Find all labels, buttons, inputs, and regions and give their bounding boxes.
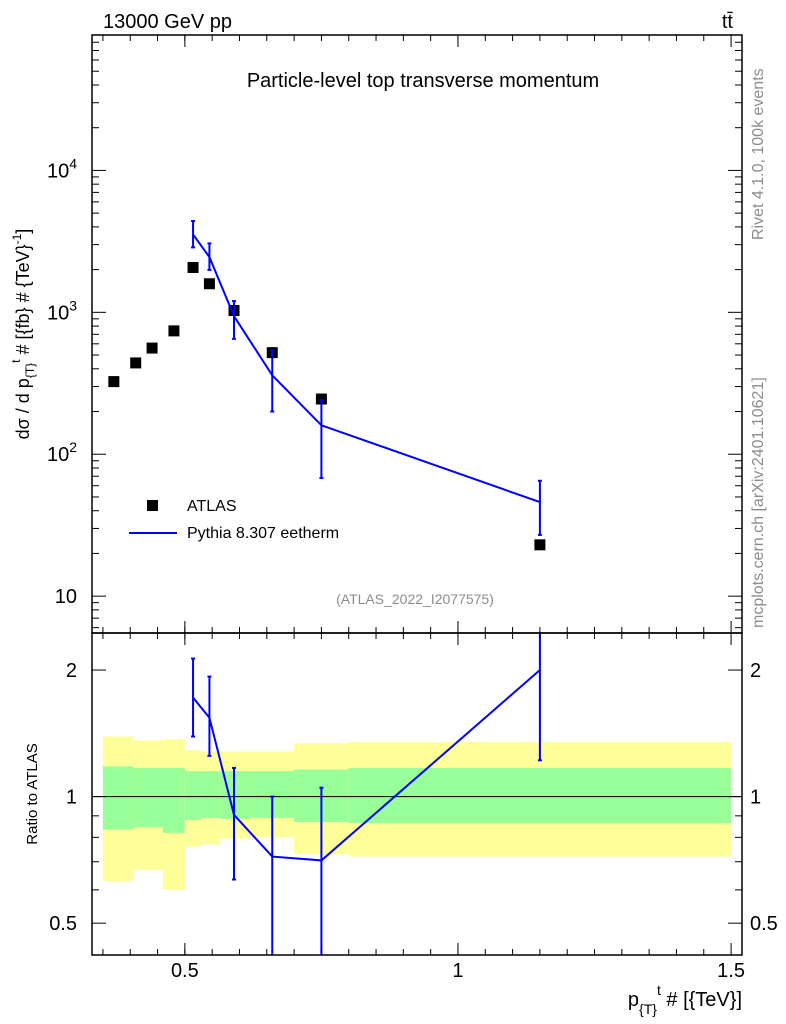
main-frame xyxy=(91,34,743,634)
mcplots-text: mcplots.cern.ch [arXiv:2401.10621] xyxy=(750,377,767,628)
main-ytick-exp: 4 xyxy=(69,155,77,171)
atlas-point xyxy=(146,342,158,354)
chart-title: Particle-level top transverse momentum xyxy=(247,70,599,92)
ratio-frame xyxy=(91,632,743,956)
ratio-ytick-label: 2 xyxy=(66,660,77,682)
atlas-point xyxy=(108,376,120,388)
main-ytick-base: 10 xyxy=(47,160,69,182)
main-ytick-base: 10 xyxy=(47,302,69,324)
main-ylabel-text: dσ / d p xyxy=(13,378,33,439)
xtick-label: 1 xyxy=(452,960,463,982)
ratio-ytick-label-right: 1 xyxy=(750,787,761,809)
ratio-line xyxy=(192,669,541,862)
main-ytick-exp: 2 xyxy=(69,439,77,455)
main-ticks xyxy=(92,34,742,633)
ratio-tick-labels: 0.5 0.5 1 1 2 2 0.5 1 1.5 xyxy=(49,660,778,982)
rivet-version-text: Rivet 4.1.0, 100k events xyxy=(750,68,767,240)
main-ylabel: dσ / d p{T}t # [{fb} # {TeV}-1] xyxy=(9,229,37,440)
energy-label: 13000 GeV pp xyxy=(103,11,232,33)
main-ylabel-sub: {T} xyxy=(23,363,37,378)
xaxis-label-p: p xyxy=(628,989,639,1011)
ratio-ylabel: Ratio to ATLAS xyxy=(24,743,41,844)
ratio-band-inner xyxy=(102,766,133,830)
main-ytick-exp: 3 xyxy=(69,297,77,313)
ratio-band-inner xyxy=(163,767,185,833)
ratio-band-inner xyxy=(184,771,202,820)
ratio-ytick-label-right: 2 xyxy=(750,660,761,682)
ratio-bands xyxy=(102,736,732,890)
main-ytick-base: 10 xyxy=(55,586,77,608)
atlas-point xyxy=(187,261,199,273)
ratio-ytick-label: 1 xyxy=(66,787,77,809)
xtick-label: 1.5 xyxy=(717,960,745,982)
main-ytick-label: 10 xyxy=(55,586,77,608)
ratio-ytick-label-right: 0.5 xyxy=(750,913,778,935)
main-ylabel-sup: t xyxy=(9,359,23,363)
main-ytick-label: 102 xyxy=(47,439,77,466)
atlas-point xyxy=(203,278,215,290)
analysis-watermark: (ATLAS_2022_I2077575) xyxy=(336,591,494,607)
ratio-band-inner xyxy=(132,767,164,828)
legend: ATLAS Pythia 8.307 eetherm xyxy=(129,498,339,542)
main-ylabel-exp: -1 xyxy=(10,233,24,244)
main-ylabel-units: # [{fb} # {TeV} xyxy=(13,244,33,359)
main-ylabel-close: ] xyxy=(13,229,33,234)
main-series xyxy=(108,220,546,551)
atlas-point xyxy=(168,325,180,337)
ratio-band-inner xyxy=(348,767,732,824)
main-ytick-label: 104 xyxy=(47,155,77,182)
ratio-panel: 0.5 0.5 1 1 2 2 0.5 1 1.5 Ratio to ATLAS p{T}t #… xyxy=(24,632,778,1017)
ratio-ticks xyxy=(92,633,742,955)
atlas-point xyxy=(534,539,546,551)
atlas-point xyxy=(315,393,327,405)
xaxis-label-sup: t xyxy=(657,982,661,998)
process-label: tt̄ xyxy=(722,11,734,33)
pythia-line xyxy=(192,233,541,504)
xaxis-label-sub: {T} xyxy=(639,1001,657,1017)
xaxis-label-units: # [{TeV}] xyxy=(661,989,742,1011)
xaxis-label: p{T}t # [{TeV}] xyxy=(628,982,742,1017)
xtick-label: 0.5 xyxy=(171,960,199,982)
main-ytick-base: 10 xyxy=(47,444,69,466)
legend-pythia-label: Pythia 8.307 eetherm xyxy=(187,525,339,542)
ratio-band-inner xyxy=(201,771,221,818)
legend-atlas-marker xyxy=(147,500,158,511)
ratio-series xyxy=(191,633,542,955)
main-ytick-label: 103 xyxy=(47,297,77,324)
ratio-ytick-label: 0.5 xyxy=(49,913,77,935)
atlas-point xyxy=(130,357,142,369)
legend-atlas-label: ATLAS xyxy=(187,498,237,515)
